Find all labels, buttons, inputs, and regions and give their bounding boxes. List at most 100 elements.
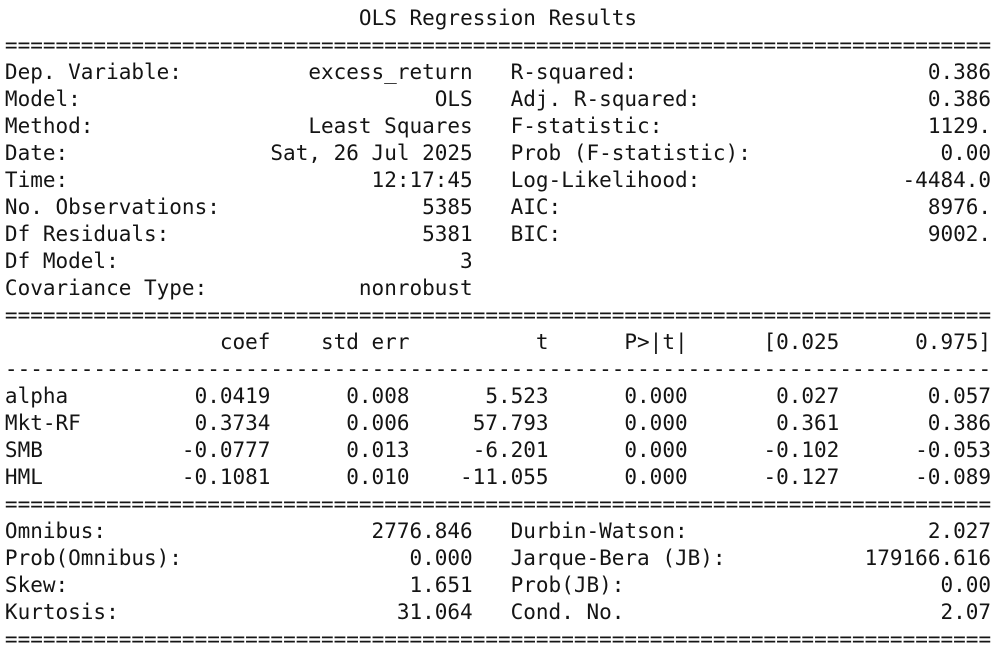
- diagnostic-value: 1.651: [409, 573, 473, 597]
- info-pair: AIC: 8976.: [511, 194, 991, 221]
- info-label: Df Residuals:: [4, 222, 170, 246]
- diagnostic-value: 0.000: [409, 546, 473, 570]
- info-label: R-squared:: [510, 60, 638, 84]
- page-title: OLS Regression Results: [358, 6, 638, 30]
- ci-high-value: 0.057: [927, 384, 992, 408]
- info-value: 0.386: [927, 60, 992, 84]
- info-row: Df Residuals: 5381 BIC: 9002.: [5, 221, 991, 248]
- diagnostics-row: Skew: 1.651 Prob(JB): 0.00: [5, 572, 991, 599]
- p-value: 0.000: [624, 411, 688, 435]
- column-gutter: [473, 599, 511, 626]
- info-pair: No. Observations: 5385: [5, 194, 473, 221]
- diagnostic-label: Skew:: [4, 573, 69, 597]
- diagnostic-label: Prob(JB):: [510, 573, 625, 597]
- info-label: No. Observations:: [4, 195, 220, 219]
- column-gutter: [473, 194, 511, 221]
- diagnostic-label: Durbin-Watson:: [510, 519, 688, 543]
- info-label: BIC:: [510, 222, 562, 246]
- coef-name: HML: [4, 465, 43, 489]
- coef-header-p: P>|t|: [624, 330, 688, 354]
- column-gutter: [473, 86, 511, 113]
- column-gutter: [473, 167, 511, 194]
- info-row: Date: Sat, 26 Jul 2025 Prob (F-statistic)…: [5, 140, 991, 167]
- info-value: excess_return: [308, 60, 473, 84]
- info-value: nonrobust: [358, 276, 473, 300]
- info-row: Dep. Variable: excess_return R-squared: 0.…: [5, 59, 991, 86]
- info-label: Model:: [4, 87, 81, 111]
- info-pair: Adj. R-squared: 0.386: [511, 86, 991, 113]
- stderr-value: 0.010: [346, 465, 410, 489]
- p-value: 0.000: [624, 438, 688, 462]
- info-value: 1129.: [927, 114, 992, 138]
- separator-double-top: ========================================…: [4, 33, 992, 57]
- diagnostic-label: Jarque-Bera (JB):: [510, 546, 726, 570]
- t-value: 5.523: [485, 384, 549, 408]
- info-value: Sat, 26 Jul 2025: [270, 141, 473, 165]
- info-label: Df Model:: [4, 249, 119, 273]
- coef-header-ci-high: 0.975]: [915, 330, 992, 354]
- info-label: Adj. R-squared:: [510, 87, 701, 111]
- diagnostic-pair: Omnibus: 2776.846: [5, 518, 473, 545]
- coef-header-coef: coef: [219, 330, 271, 354]
- separator-double-bottom: ========================================…: [4, 627, 992, 651]
- diagnostic-pair: Cond. No. 2.07: [511, 599, 991, 626]
- coef-row-hml: HML -0.1081 0.010 -11.055 0.000 -0.127 -…: [5, 464, 991, 491]
- coef-header-t: t: [535, 330, 549, 354]
- diagnostic-value: 31.064: [396, 600, 473, 624]
- stderr-value: 0.013: [346, 438, 410, 462]
- ci-low-value: -0.127: [763, 465, 840, 489]
- column-gutter: [473, 113, 511, 140]
- info-pair: Prob (F-statistic): 0.00: [511, 140, 991, 167]
- diagnostic-label: Omnibus:: [4, 519, 107, 543]
- diagnostic-label: Cond. No.: [510, 600, 625, 624]
- info-pair: Log-Likelihood: -4484.0: [511, 167, 991, 194]
- info-pair: Time: 12:17:45: [5, 167, 473, 194]
- info-value: 12:17:45: [371, 168, 473, 192]
- info-pair: BIC: 9002.: [511, 221, 991, 248]
- p-value: 0.000: [624, 384, 688, 408]
- diagnostic-value: 0.00: [940, 573, 992, 597]
- diagnostic-pair: Skew: 1.651: [5, 572, 473, 599]
- coef-value: 0.3734: [194, 411, 271, 435]
- info-label: F-statistic:: [510, 114, 663, 138]
- diagnostic-pair: Durbin-Watson: 2.027: [511, 518, 991, 545]
- ci-high-value: -0.089: [915, 465, 992, 489]
- coef-value: -0.1081: [181, 465, 271, 489]
- info-pair: Covariance Type: nonrobust: [5, 275, 473, 302]
- info-pair: Df Model: 3: [5, 248, 473, 275]
- info-label: AIC:: [510, 195, 562, 219]
- info-label: Time:: [4, 168, 69, 192]
- diagnostics-row: Prob(Omnibus): 0.000 Jarque-Bera (JB): 179…: [5, 545, 991, 572]
- info-pair: Df Residuals: 5381: [5, 221, 473, 248]
- info-value: 8976.: [927, 195, 992, 219]
- stderr-value: 0.006: [346, 411, 410, 435]
- diagnostic-pair: Prob(Omnibus): 0.000: [5, 545, 473, 572]
- info-row: Model: OLS Adj. R-squared: 0.386: [5, 86, 991, 113]
- coef-row-smb: SMB -0.0777 0.013 -6.201 0.000 -0.102 -0…: [5, 437, 991, 464]
- info-value: Least Squares: [308, 114, 473, 138]
- diagnostic-label: Kurtosis:: [4, 600, 119, 624]
- info-label: Date:: [4, 141, 69, 165]
- diagnostic-value: 2776.846: [371, 519, 473, 543]
- ci-high-value: 0.386: [927, 411, 992, 435]
- column-gutter: [473, 545, 511, 572]
- coef-header-name: [5, 329, 106, 356]
- info-label: Covariance Type:: [4, 276, 208, 300]
- info-pair: Model: OLS: [5, 86, 473, 113]
- coef-header-stderr: std err: [320, 330, 410, 354]
- info-pair: R-squared: 0.386: [511, 59, 991, 86]
- column-gutter: [473, 518, 511, 545]
- info-pair: Dep. Variable: excess_return: [5, 59, 473, 86]
- info-value: OLS: [434, 87, 473, 111]
- column-gutter: [473, 572, 511, 599]
- stderr-value: 0.008: [346, 384, 410, 408]
- info-row: Df Model: 3: [5, 248, 991, 275]
- info-value: 0.00: [940, 141, 992, 165]
- info-row: Covariance Type: nonrobust: [5, 275, 991, 302]
- diagnostics-row: Kurtosis: 31.064 Cond. No. 2.07: [5, 599, 991, 626]
- info-value: 9002.: [927, 222, 992, 246]
- info-label: Log-Likelihood:: [510, 168, 701, 192]
- info-row: Method: Least Squares F-statistic: 1129.: [5, 113, 991, 140]
- diagnostic-value: 2.07: [940, 600, 992, 624]
- t-value: -11.055: [460, 465, 549, 489]
